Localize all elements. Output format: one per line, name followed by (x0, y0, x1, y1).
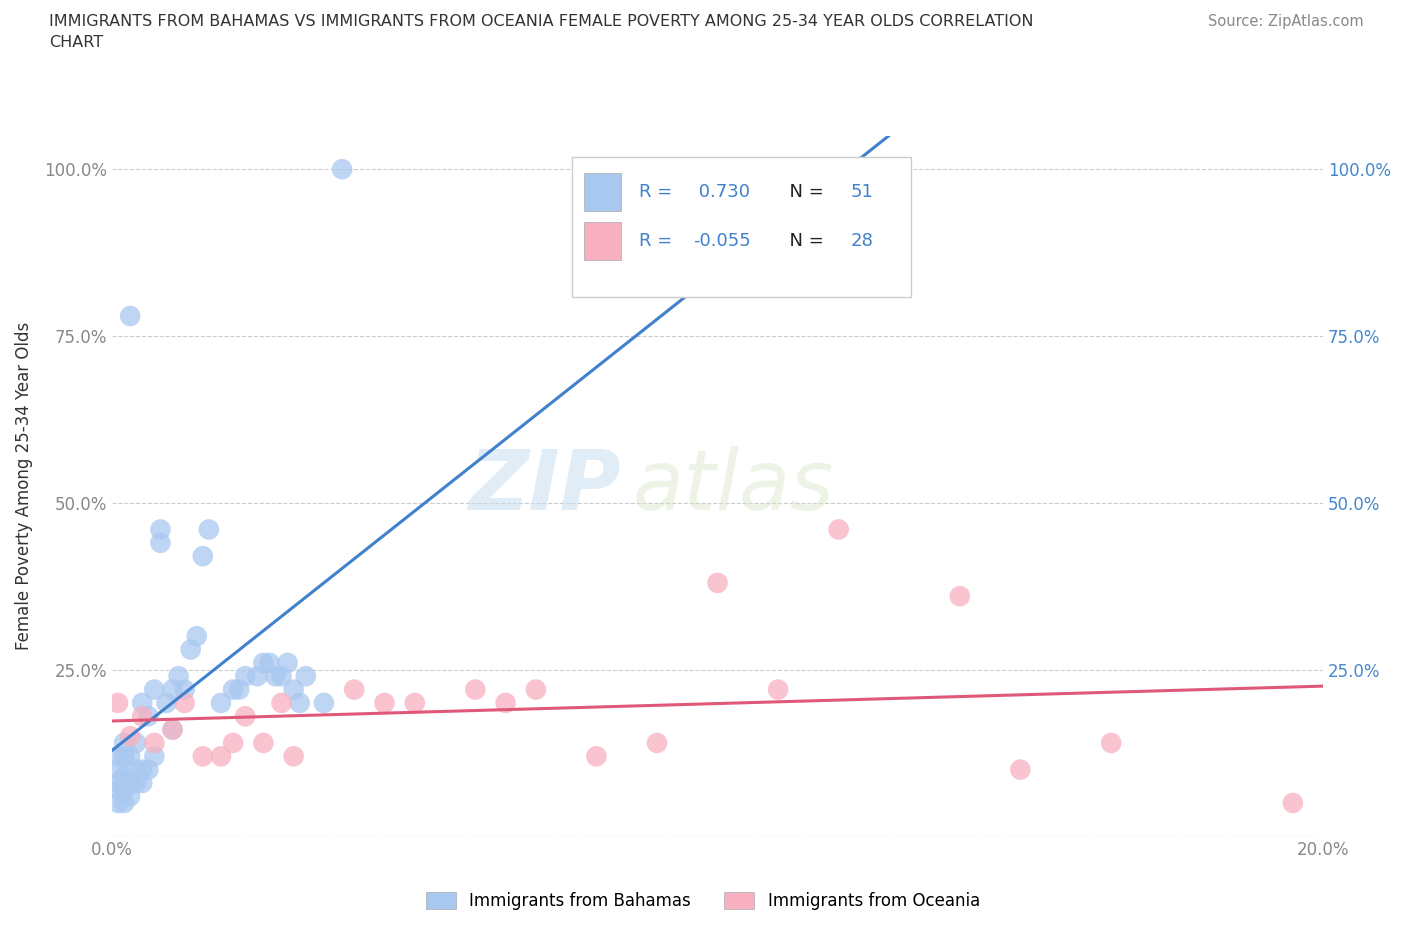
Point (112, 736, 135, 751)
Point (1282, 795, 1305, 810)
Point (136, 763, 159, 777)
Point (209, 749, 232, 764)
Point (246, 669, 269, 684)
Point (191, 749, 214, 764)
Point (283, 682, 305, 697)
Point (270, 669, 292, 684)
Point (167, 669, 190, 684)
Legend: Immigrants from Bahamas, Immigrants from Oceania: Immigrants from Bahamas, Immigrants from… (419, 885, 987, 917)
Text: 0.730: 0.730 (693, 183, 751, 201)
Point (173, 696, 195, 711)
Point (107, 763, 129, 777)
Point (270, 696, 292, 711)
Point (404, 696, 426, 711)
Point (125, 736, 148, 751)
Point (149, 522, 172, 537)
Point (112, 749, 135, 764)
Text: N =: N = (778, 232, 830, 250)
Point (120, 789, 142, 804)
Point (373, 696, 395, 711)
Point (524, 682, 547, 697)
Point (162, 682, 184, 697)
Point (112, 795, 135, 810)
Point (107, 782, 129, 797)
Point (120, 309, 142, 324)
Text: -0.055: -0.055 (693, 232, 751, 250)
Point (173, 682, 195, 697)
Text: R =: R = (638, 183, 678, 201)
Point (186, 629, 208, 644)
Point (120, 749, 142, 764)
Text: ZIP: ZIP (468, 445, 620, 526)
FancyBboxPatch shape (572, 157, 911, 297)
Point (252, 656, 274, 671)
Point (155, 696, 177, 711)
Point (264, 669, 287, 684)
Point (125, 776, 148, 790)
Point (112, 776, 135, 790)
Point (107, 776, 129, 790)
FancyBboxPatch shape (585, 221, 620, 260)
Point (645, 736, 668, 751)
Point (131, 776, 153, 790)
Point (120, 729, 142, 744)
Point (143, 736, 166, 751)
Point (191, 549, 214, 564)
Text: 28: 28 (851, 232, 873, 250)
Point (162, 723, 184, 737)
Point (131, 763, 153, 777)
Point (585, 749, 607, 764)
Point (283, 749, 305, 764)
Point (1099, 736, 1122, 751)
Point (1010, 763, 1032, 777)
Point (495, 696, 517, 711)
Point (107, 696, 129, 711)
Point (464, 682, 486, 697)
Point (125, 763, 148, 777)
Text: R =: R = (638, 232, 678, 250)
Text: atlas: atlas (633, 445, 834, 526)
Point (766, 682, 789, 697)
Point (706, 576, 728, 591)
Text: 51: 51 (851, 183, 873, 201)
FancyBboxPatch shape (585, 173, 620, 211)
Point (107, 749, 129, 764)
Point (277, 656, 299, 671)
Point (330, 162, 353, 177)
Point (112, 769, 135, 784)
Point (288, 696, 311, 711)
Point (949, 589, 972, 604)
Point (312, 696, 335, 711)
Point (233, 669, 256, 684)
Point (228, 682, 250, 697)
Text: N =: N = (778, 183, 830, 201)
Point (143, 749, 166, 764)
Point (198, 522, 221, 537)
Point (827, 522, 849, 537)
Point (233, 709, 256, 724)
Text: Source: ZipAtlas.com: Source: ZipAtlas.com (1208, 14, 1364, 29)
Point (120, 776, 142, 790)
Point (294, 669, 316, 684)
Point (131, 709, 153, 724)
Text: IMMIGRANTS FROM BAHAMAS VS IMMIGRANTS FROM OCEANIA FEMALE POVERTY AMONG 25-34 YE: IMMIGRANTS FROM BAHAMAS VS IMMIGRANTS FR… (49, 14, 1033, 50)
Point (143, 682, 166, 697)
Point (252, 736, 274, 751)
Point (149, 536, 172, 551)
Point (162, 723, 184, 737)
Point (259, 656, 281, 671)
Point (136, 709, 159, 724)
Point (209, 696, 232, 711)
Point (222, 682, 245, 697)
Point (222, 736, 245, 751)
Point (131, 696, 153, 711)
Point (112, 782, 135, 797)
Point (107, 795, 129, 810)
Point (180, 642, 202, 657)
Y-axis label: Female Poverty Among 25-34 Year Olds: Female Poverty Among 25-34 Year Olds (15, 322, 32, 650)
Point (343, 682, 366, 697)
